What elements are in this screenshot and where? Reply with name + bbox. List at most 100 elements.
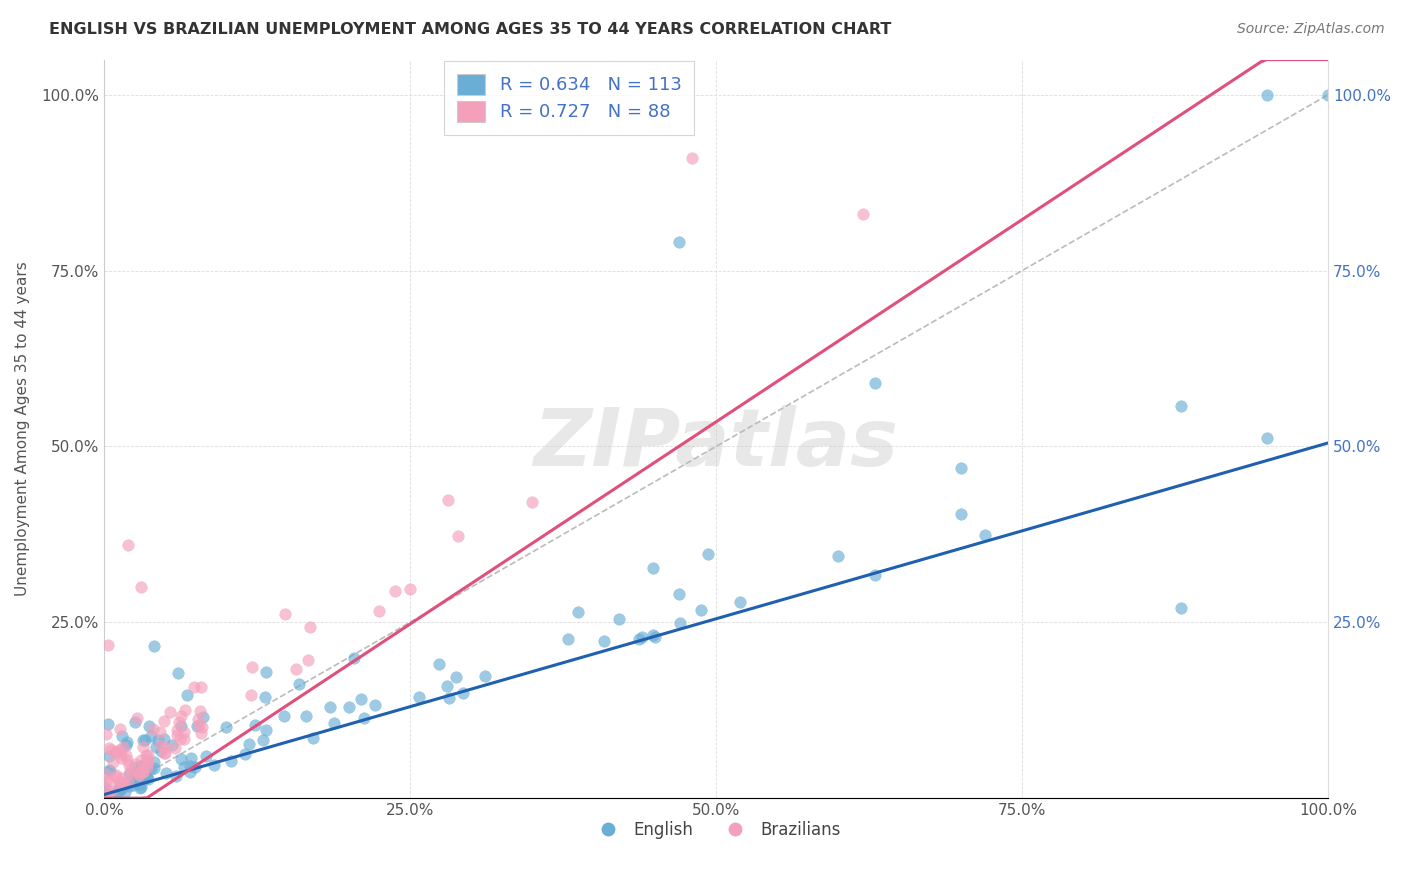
Point [384,584,406,599]
Point [100,764,122,779]
Point [190,726,212,740]
Point [215,720,238,734]
Point [104,745,127,759]
Point [108,781,131,796]
Point [176,688,198,702]
Point [115,735,138,749]
Point [323,715,346,730]
Point [150,744,173,758]
Point [108,743,131,757]
Point [120,763,142,777]
Point [630,630,652,644]
Point [179,759,201,773]
Point [299,620,322,634]
Point [183,680,205,694]
Point [318,699,340,714]
Point [644,630,666,644]
Point [697,547,720,561]
Point [254,690,277,704]
Point [436,493,458,508]
Point [167,714,190,729]
Point [159,705,181,719]
Point [101,755,124,769]
Point [134,757,156,772]
Point [368,604,391,618]
Point [240,688,263,702]
Point [669,616,692,631]
Point [117,753,139,767]
Point [96,789,118,803]
Point [166,723,188,738]
Point [163,740,186,755]
Point [124,714,146,729]
Point [135,770,157,784]
Point [593,633,616,648]
Point [153,747,176,761]
Point [252,732,274,747]
Point [118,758,141,772]
Point [118,779,141,793]
Point [136,770,159,784]
Point [128,767,150,781]
Point [668,586,690,600]
Point [117,538,139,552]
Point [446,670,468,684]
Point [447,529,470,543]
Point [179,765,201,780]
Point [112,739,135,754]
Point [129,780,152,794]
Point [1170,400,1192,414]
Point [194,749,217,764]
Point [155,766,177,780]
Point [863,376,886,391]
Point [235,747,257,761]
Point [160,738,183,752]
Point [98,773,121,788]
Point [128,767,150,781]
Point [110,771,132,785]
Y-axis label: Unemployment Among Ages 35 to 44 years: Unemployment Among Ages 35 to 44 years [15,261,30,596]
Point [135,752,157,766]
Point [97,783,120,797]
Point [108,782,131,797]
Point [184,760,207,774]
Point [949,507,972,521]
Point [641,627,664,641]
Point [129,580,152,594]
Point [273,709,295,723]
Point [188,718,211,732]
Point [628,632,651,647]
Point [146,732,169,747]
Point [170,708,193,723]
Point [105,770,128,784]
Point [173,732,195,747]
Point [474,669,496,683]
Point [974,528,997,542]
Point [124,772,146,787]
Point [350,691,373,706]
Point [128,780,150,795]
Point [98,788,121,802]
Point [240,660,263,674]
Point [180,750,202,764]
Point [728,595,751,609]
Point [129,764,152,779]
Point [149,738,172,752]
Point [124,756,146,771]
Point [127,711,149,725]
Point [98,749,121,764]
Point [188,704,211,718]
Point [429,657,451,672]
Point [187,712,209,726]
Point [641,561,664,575]
Point [254,665,277,679]
Point [96,767,118,781]
Point [174,703,197,717]
Point [108,778,131,792]
Point [690,603,713,617]
Point [142,722,165,736]
Point [112,775,135,789]
Point [288,677,311,691]
Point [238,737,260,751]
Point [93,780,115,794]
